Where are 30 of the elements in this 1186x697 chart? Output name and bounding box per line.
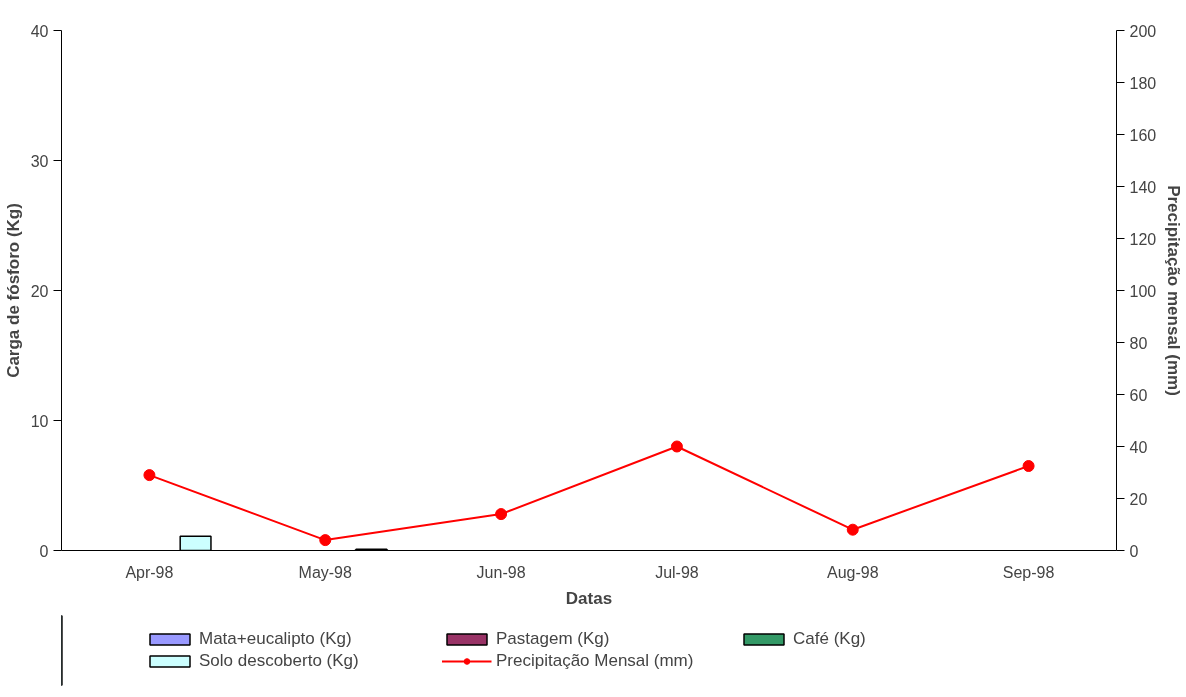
y2-tick-label: 100 (1129, 282, 1157, 300)
x-tick-label: May-98 (298, 563, 353, 581)
y2-tick-label: 80 (1129, 334, 1148, 352)
y2-tick-label: 0 (1129, 542, 1139, 560)
legend-label: Precipitação Mensal (mm) (496, 651, 695, 671)
y-tick-label: 0 (39, 542, 49, 560)
y2-tick-label: 40 (1129, 438, 1148, 456)
x-tick-label: Aug-98 (826, 563, 879, 581)
x-tick-label: Jun-98 (476, 563, 526, 581)
legend-label: Café (Kg) (793, 629, 867, 649)
y2-tick-label: 160 (1129, 126, 1157, 144)
y2-tick-label: 200 (1129, 22, 1157, 40)
legend-label: Solo descoberto (Kg) (199, 651, 360, 671)
y-tick-label: 10 (30, 412, 49, 430)
x-tick-label: Apr-98 (125, 563, 174, 581)
y2-tick-label: 180 (1129, 74, 1157, 92)
y-tick-label: 40 (30, 22, 49, 40)
y2-tick-label: 20 (1129, 490, 1148, 508)
y-tick-label: 20 (30, 282, 49, 300)
legend-label: Pastagem (Kg) (496, 629, 611, 649)
legend-label: Mata+eucalipto (Kg) (199, 629, 353, 649)
y2-axis-title: Precipitação mensal (mm) (1164, 185, 1184, 396)
y-tick-label: 30 (30, 152, 49, 170)
y2-tick-label: 140 (1129, 178, 1157, 196)
y-axis-title: Carga de fósforo (Kg) (3, 203, 23, 378)
y2-tick-label: 60 (1129, 386, 1148, 404)
x-axis-title: Datas (565, 588, 613, 608)
x-tick-label: Jul-98 (655, 563, 699, 581)
x-tick-label: Sep-98 (1002, 563, 1055, 581)
y2-tick-label: 120 (1129, 230, 1157, 248)
